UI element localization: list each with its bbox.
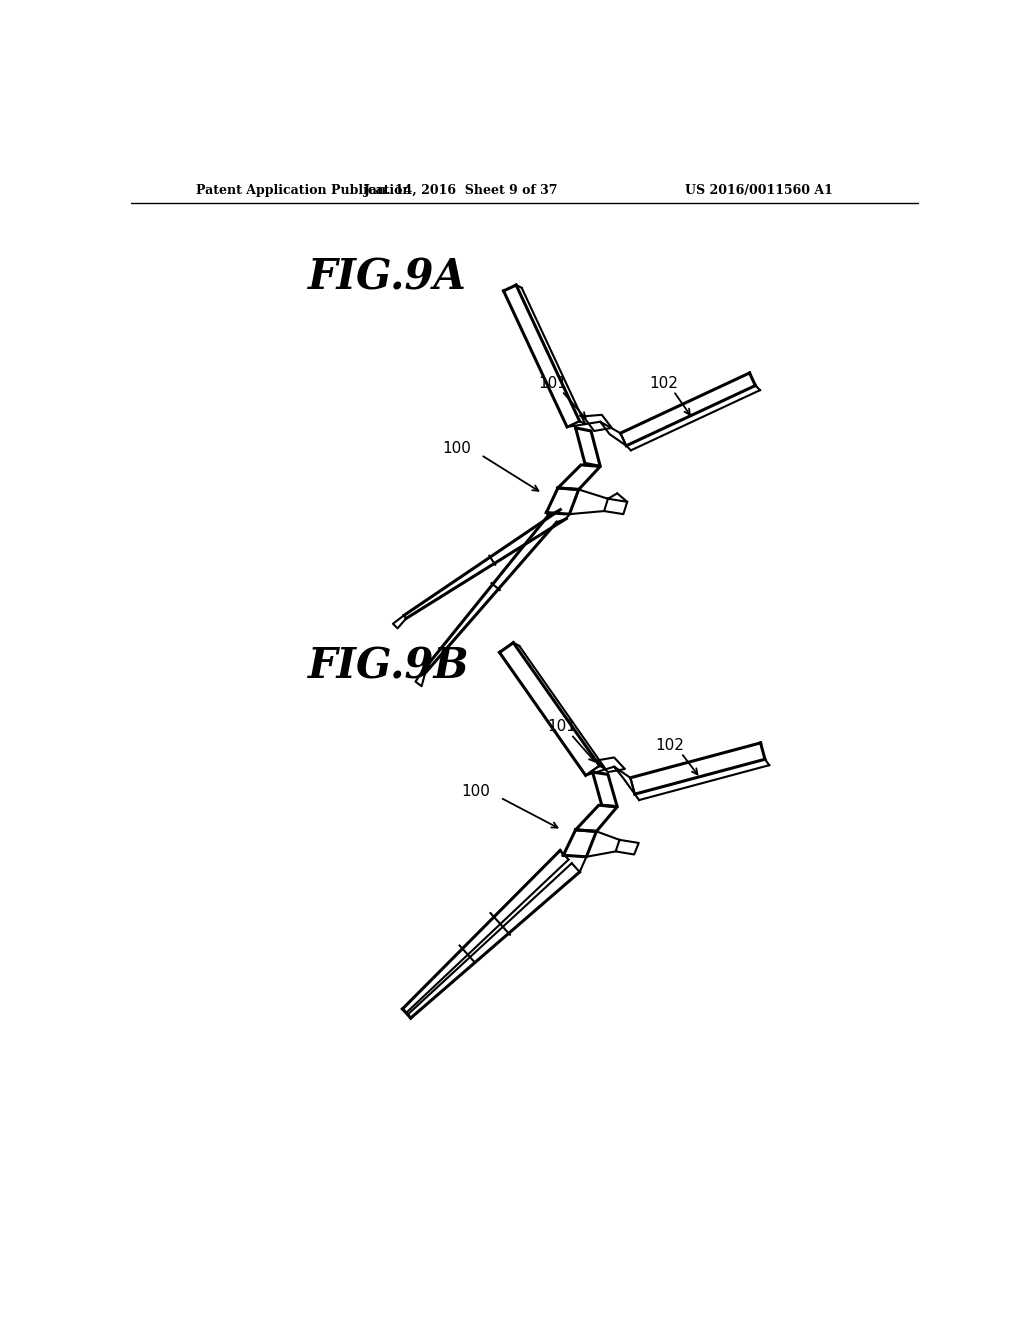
Text: US 2016/0011560 A1: US 2016/0011560 A1 bbox=[685, 185, 833, 197]
Text: 100: 100 bbox=[442, 441, 471, 457]
Text: 102: 102 bbox=[655, 738, 684, 752]
Text: FIG.9A: FIG.9A bbox=[307, 257, 466, 298]
Text: Patent Application Publication: Patent Application Publication bbox=[196, 185, 412, 197]
Text: 100: 100 bbox=[461, 784, 490, 799]
Text: 101: 101 bbox=[547, 719, 577, 734]
Text: Jan. 14, 2016  Sheet 9 of 37: Jan. 14, 2016 Sheet 9 of 37 bbox=[365, 185, 559, 197]
Text: 101: 101 bbox=[538, 376, 567, 391]
Text: FIG.9B: FIG.9B bbox=[307, 645, 469, 688]
Text: 102: 102 bbox=[650, 376, 679, 391]
